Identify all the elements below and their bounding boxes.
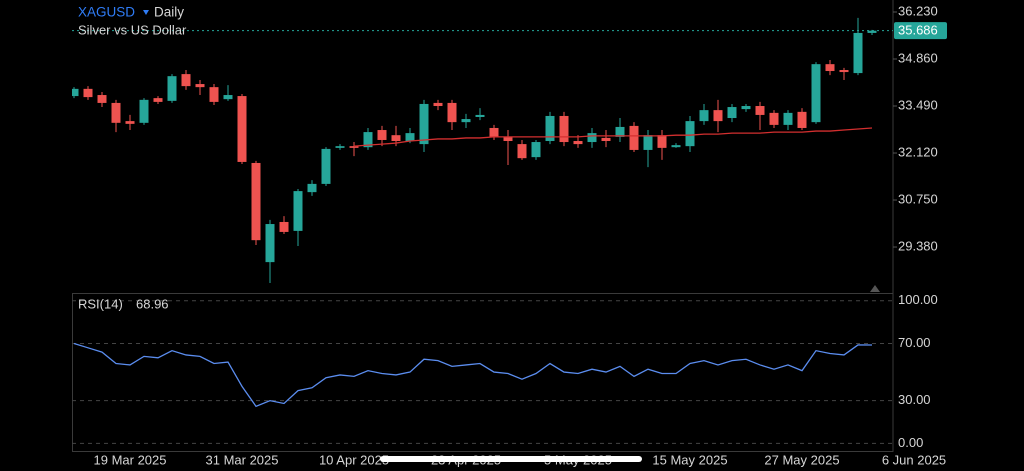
symbol: XAGUSD (78, 5, 135, 20)
candle-body (643, 135, 653, 150)
rsi-tick-label: 0.00 (898, 435, 923, 450)
candle-body (685, 121, 695, 147)
candle-body (181, 74, 191, 87)
candle-body (279, 221, 289, 232)
interval[interactable]: Daily (154, 5, 184, 20)
candle-body (307, 183, 317, 193)
candle-body (433, 102, 443, 107)
candle-body (657, 135, 667, 148)
candle-body (559, 115, 569, 143)
candle-body (447, 102, 457, 123)
candle-body (293, 191, 303, 231)
candle-body (517, 144, 527, 159)
home-indicator (380, 456, 642, 462)
candle-body (783, 112, 793, 125)
candle-body (629, 125, 639, 150)
candle-body (405, 133, 415, 142)
candle-body (573, 141, 583, 145)
rsi-plot (73, 342, 873, 408)
candle-body (769, 112, 779, 125)
candle-body (741, 106, 751, 110)
candle-body (72, 88, 79, 97)
rsi-label: RSI(14) (78, 296, 123, 311)
price-tick-label: 30.750 (898, 191, 938, 206)
candle-body (503, 136, 513, 142)
x-tick-label: 27 May 2025 (764, 452, 839, 467)
candle-body (755, 106, 765, 115)
x-tick-label: 10 Apr 2025 (319, 452, 389, 467)
candle-body (839, 69, 849, 73)
candle-body (363, 132, 373, 148)
candle-body (251, 162, 261, 241)
candle-body (265, 224, 275, 263)
x-tick-label: 15 May 2025 (652, 452, 727, 467)
price-tick-label: 32.120 (898, 144, 938, 159)
candle-body (601, 137, 611, 142)
candle-body (615, 126, 625, 137)
candle-body (125, 121, 135, 124)
candle-body (391, 135, 401, 142)
rsi-tick-label: 30.00 (898, 392, 931, 407)
candle-body (475, 114, 485, 117)
candle-body (97, 95, 107, 103)
price-tick-label: 29.380 (898, 238, 938, 253)
candle-body (419, 103, 429, 145)
last-price-tag (894, 22, 947, 40)
price-plot (72, 17, 893, 284)
candle-body (489, 127, 499, 137)
candle-body (853, 32, 863, 74)
symbol-dropdown-icon[interactable] (143, 10, 149, 15)
x-tick-label: 19 Mar 2025 (94, 452, 167, 467)
candle-body (531, 142, 541, 158)
scroll-marker[interactable] (870, 285, 880, 292)
candle-body (699, 110, 709, 122)
candle-body (111, 102, 121, 123)
candle-body (321, 148, 331, 184)
candle-body (223, 95, 233, 100)
candle-body (209, 87, 219, 102)
candle-body (237, 96, 247, 162)
candle-body (377, 130, 387, 140)
candle-body (713, 110, 723, 122)
candle-body (461, 119, 471, 123)
rsi-tick-label: 70.00 (898, 335, 931, 350)
candle-body (545, 115, 555, 142)
candle-body (671, 145, 681, 148)
candle-body (139, 99, 149, 123)
candle-body (83, 88, 93, 98)
last-price-label: 35.686 (898, 23, 938, 38)
rsi-tick-label: 100.00 (898, 292, 938, 307)
candle-body (727, 107, 737, 119)
rsi-last-value: 68.96 (136, 296, 169, 311)
candle-body (335, 146, 345, 148)
candle-body (195, 84, 205, 88)
x-tick-label: 6 Jun 2025 (882, 452, 946, 467)
price-tick-label: 33.490 (898, 97, 938, 112)
candle-body (825, 64, 835, 72)
subtitle: Silver vs US Dollar (78, 22, 187, 37)
candle-body (811, 64, 821, 123)
candle-body (167, 76, 177, 101)
rsi-line (73, 342, 873, 408)
moving-average-line (353, 127, 873, 147)
x-tick-label: 31 Mar 2025 (206, 452, 279, 467)
candle-body (349, 146, 359, 148)
price-tick-label: 34.860 (898, 50, 938, 65)
candle-body (867, 30, 877, 33)
candle-body (587, 133, 597, 143)
price-tick-label: 36.230 (898, 3, 938, 18)
candle-body (153, 98, 163, 102)
candle-body (797, 111, 807, 128)
